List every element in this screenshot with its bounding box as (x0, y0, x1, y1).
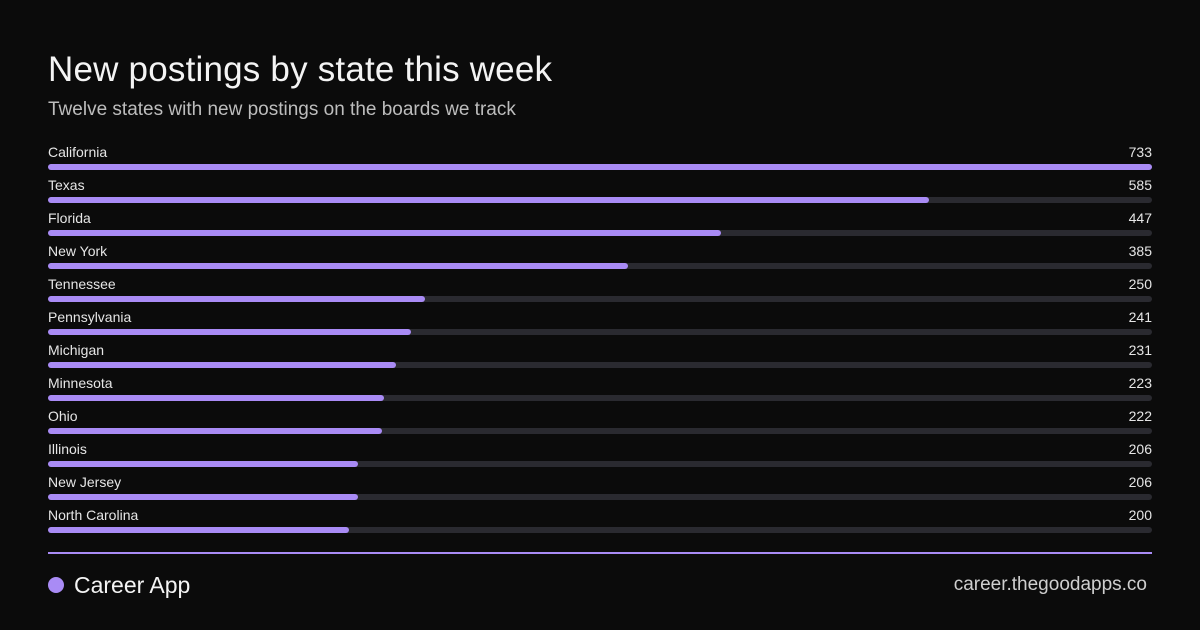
footer-divider (48, 552, 1152, 554)
bar-track (48, 197, 1152, 203)
bar-track (48, 230, 1152, 236)
bar-row: Tennessee 250 (48, 275, 1152, 308)
bar-track (48, 263, 1152, 269)
bar-value-label: 206 (1128, 474, 1152, 490)
bar-value-label: 585 (1128, 177, 1152, 193)
bar (48, 494, 358, 500)
bar-label: New Jersey (48, 474, 122, 490)
bar-value-label: 385 (1128, 243, 1152, 259)
bar-row: Pennsylvania 241 (48, 308, 1152, 341)
bar (48, 395, 384, 401)
bar-row: Florida 447 (48, 209, 1152, 242)
bar-track (48, 164, 1152, 170)
bar-track (48, 362, 1152, 368)
bar-value-label: 206 (1128, 441, 1152, 457)
bar-label: New York (48, 243, 108, 259)
bar-track (48, 395, 1152, 401)
bar-row: New Jersey 206 (48, 473, 1152, 506)
bar (48, 527, 349, 533)
bar-label: Minnesota (48, 375, 113, 391)
bar (48, 461, 358, 467)
bar-row: New York 385 (48, 242, 1152, 275)
bar-value-label: 447 (1128, 210, 1152, 226)
bar (48, 164, 1152, 170)
bar-row: Michigan 231 (48, 341, 1152, 374)
bar-value-label: 231 (1128, 342, 1152, 358)
bar (48, 329, 411, 335)
bar-value-label: 241 (1128, 309, 1152, 325)
bar-label: Michigan (48, 342, 105, 358)
bar-track (48, 329, 1152, 335)
bar-row: North Carolina 200 (48, 506, 1152, 539)
bar-label: Texas (48, 177, 85, 193)
bar-chart: California 733 Texas 585 Florida 447 New York 3… (48, 143, 1152, 539)
bar-track (48, 494, 1152, 500)
bar (48, 296, 425, 302)
page-title: New postings by state this week (48, 50, 553, 89)
bar-row: California 733 (48, 143, 1152, 176)
page-subtitle: Twelve states with new postings on the b… (48, 99, 516, 120)
bar-track (48, 296, 1152, 302)
bar-row: Minnesota 223 (48, 374, 1152, 407)
site-url: career.thegoodapps.co (953, 574, 1147, 595)
bar-row: Ohio 222 (48, 407, 1152, 440)
bar (48, 197, 929, 203)
bar-row: Illinois 206 (48, 440, 1152, 473)
bar-label: Ohio (48, 408, 78, 424)
bar-label: Florida (48, 210, 91, 226)
bar (48, 428, 382, 434)
bar (48, 230, 721, 236)
bar-label: Pennsylvania (48, 309, 132, 325)
bar-track (48, 428, 1152, 434)
brand-dot-icon (48, 577, 64, 593)
brand-name: Career App (74, 571, 191, 598)
bar (48, 263, 628, 269)
bar-label: Illinois (48, 441, 87, 457)
bar-track (48, 461, 1152, 467)
bar-value-label: 222 (1128, 408, 1152, 424)
bar-label: North Carolina (48, 507, 139, 523)
bar-value-label: 223 (1128, 375, 1152, 391)
bar-track (48, 527, 1152, 533)
bar-label: Tennessee (48, 276, 116, 292)
bar-value-label: 250 (1128, 276, 1152, 292)
bar-value-label: 733 (1128, 144, 1152, 160)
bar-label: California (48, 144, 108, 160)
bar-value-label: 200 (1128, 507, 1152, 523)
bar (48, 362, 396, 368)
bar-row: Texas 585 (48, 176, 1152, 209)
brand: Career App (48, 571, 190, 599)
